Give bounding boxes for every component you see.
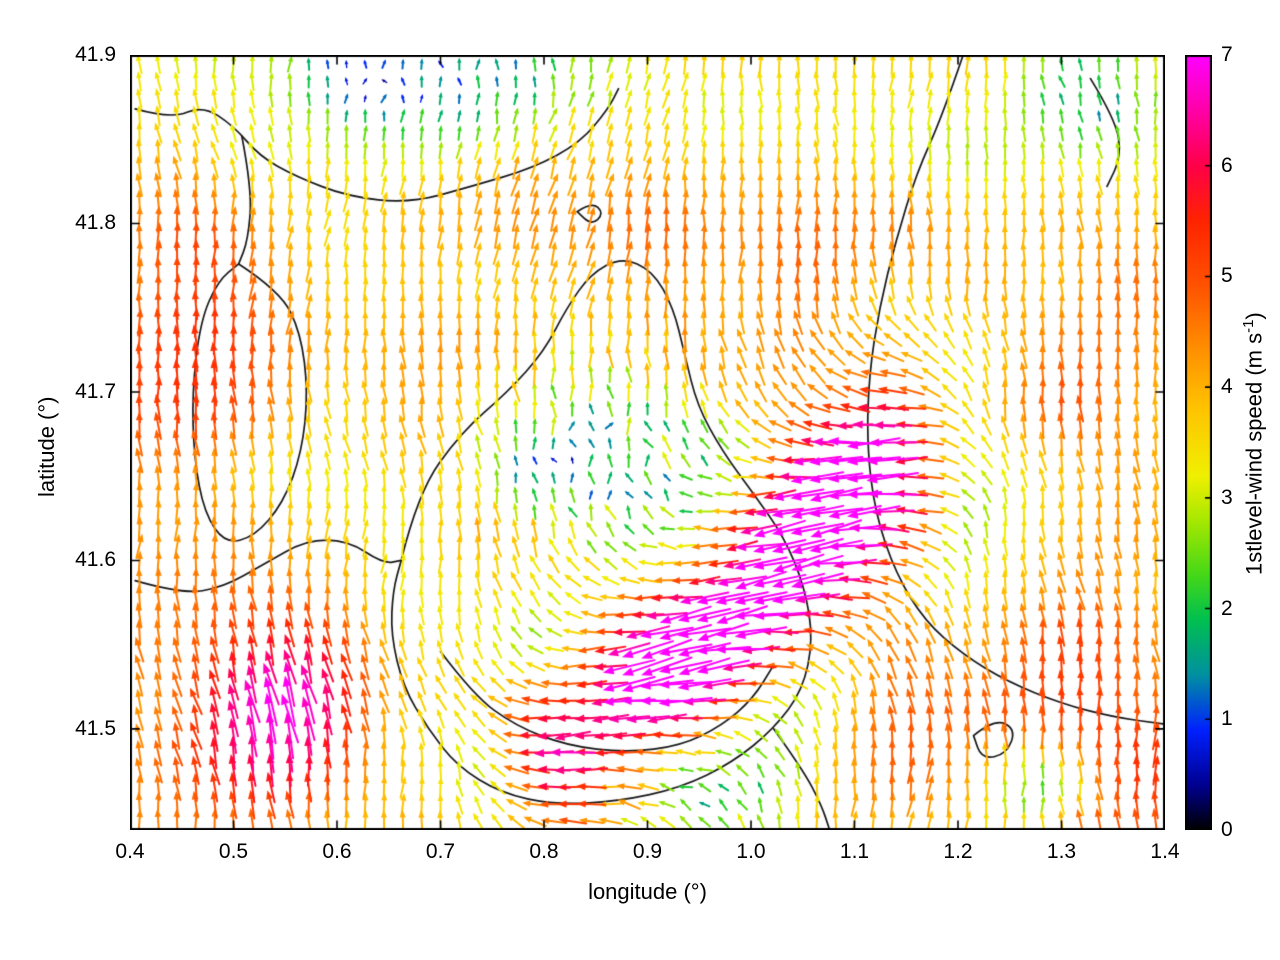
y-tick-label: 41.6: [75, 548, 116, 572]
colorbar-label-superscript: -1: [1240, 319, 1257, 333]
colorbar: [1185, 55, 1212, 830]
x-tick-label: 0.5: [218, 840, 249, 863]
colorbar-label: 1stlevel-wind speed (m s-1): [1240, 312, 1267, 575]
x-tick-label: 0.4: [115, 840, 145, 863]
colorbar-tick-label: 4: [1221, 375, 1233, 399]
colorbar-tick-label: 3: [1221, 485, 1233, 509]
y-axis-label: latitude (°): [34, 396, 59, 497]
x-tick-label: 0.7: [425, 840, 456, 863]
x-tick-label: 1.1: [839, 840, 870, 863]
x-tick-label: 0.8: [529, 840, 559, 863]
x-tick-label: 0.9: [632, 840, 663, 863]
x-tick-label: 0.6: [322, 840, 352, 863]
colorbar-label-close: ): [1241, 312, 1267, 320]
x-tick-label: 1.0: [736, 840, 766, 863]
y-tick-label: 41.5: [75, 716, 116, 740]
colorbar-tick-label: 0: [1221, 818, 1233, 841]
x-axis-label: longitude (°): [588, 879, 707, 904]
x-tick-label: 1.3: [1046, 840, 1077, 863]
y-tick-label: 41.8: [75, 211, 116, 235]
colorbar-tick-label: 6: [1221, 153, 1233, 177]
colorbar-tick-label: 7: [1221, 43, 1233, 66]
quiver-plot-canvas: [130, 55, 1165, 830]
y-tick-label: 41.9: [75, 43, 116, 66]
colorbar-label-text: 1stlevel-wind speed (m s: [1241, 332, 1267, 575]
x-tick-label: 1.2: [943, 840, 973, 863]
y-tick-label: 41.7: [75, 379, 116, 403]
colorbar-tick-label: 5: [1221, 264, 1233, 288]
x-tick-label: 1.4: [1150, 840, 1180, 863]
colorbar-tick-label: 1: [1221, 707, 1233, 731]
colorbar-tick-label: 2: [1221, 596, 1233, 620]
